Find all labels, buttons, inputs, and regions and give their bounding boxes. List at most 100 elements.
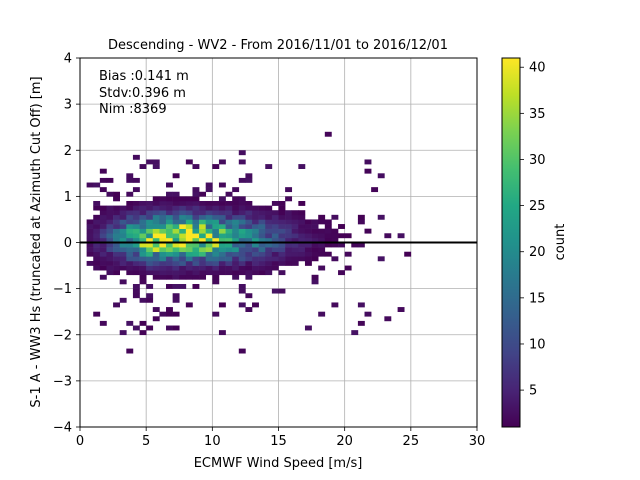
hist-cell xyxy=(185,270,193,276)
hist-cell xyxy=(132,256,140,262)
y-tick-label: 2 xyxy=(64,144,72,159)
hist-cell xyxy=(119,237,127,243)
hist-cell xyxy=(139,256,147,262)
hist-cell xyxy=(258,242,266,248)
hist-cell xyxy=(245,274,253,280)
hist-cell xyxy=(106,256,114,262)
hist-cell xyxy=(285,196,293,202)
hist-cell xyxy=(192,219,200,225)
hist-cell xyxy=(99,265,107,271)
hist-cell xyxy=(285,256,293,262)
hist-cell xyxy=(232,247,240,253)
hist-cell xyxy=(179,224,187,229)
hist-cell xyxy=(245,228,253,234)
hist-cell xyxy=(106,265,114,271)
hist-cell xyxy=(232,237,240,243)
hist-cell xyxy=(218,260,226,266)
hist-cell xyxy=(285,210,293,216)
hist-cell xyxy=(298,228,306,234)
hist-cell xyxy=(86,237,94,243)
hist-cell xyxy=(238,196,246,202)
x-tick-label: 30 xyxy=(469,434,486,449)
y-tick-label: 0 xyxy=(64,236,72,251)
hist-cell xyxy=(252,302,259,308)
hist-cell xyxy=(212,219,220,225)
hist-cell xyxy=(278,228,286,234)
hist-cell xyxy=(152,164,160,169)
hist-cell xyxy=(106,228,114,234)
hist-cell xyxy=(218,330,226,336)
hist-cell xyxy=(252,251,259,257)
hist-cell xyxy=(146,260,154,266)
hist-cell xyxy=(205,242,213,248)
hist-cell xyxy=(172,270,180,276)
hist-cell xyxy=(93,200,101,206)
hist-cell xyxy=(285,251,293,257)
hist-cell xyxy=(225,256,233,262)
hist-cell xyxy=(212,237,220,243)
hist-cell xyxy=(285,233,293,239)
hist-cell xyxy=(238,242,246,248)
hist-cell xyxy=(232,196,240,202)
hist-cell xyxy=(245,307,253,312)
hist-cell xyxy=(278,219,286,225)
hist-cell xyxy=(225,260,233,266)
hist-cell xyxy=(119,214,127,220)
y-tick-label: 1 xyxy=(64,190,72,205)
hist-cell xyxy=(205,219,213,225)
hist-cell xyxy=(311,251,319,257)
hist-cell xyxy=(238,237,246,243)
hist-cell xyxy=(225,200,233,206)
hist-cell xyxy=(119,256,127,262)
hist-cell xyxy=(371,187,379,193)
hist-cell xyxy=(139,200,147,206)
hist-cell xyxy=(212,224,220,229)
hist-cell xyxy=(119,224,127,229)
hist-cell xyxy=(113,214,120,220)
hist-cell xyxy=(245,200,253,206)
hist-cell xyxy=(152,219,160,225)
hist-cell xyxy=(324,237,332,243)
hist-cell xyxy=(139,205,147,211)
hist-cell xyxy=(212,210,220,216)
hist-cell xyxy=(126,320,134,326)
hist-cell xyxy=(172,251,180,257)
hist-cell xyxy=(291,228,299,234)
hist-cell xyxy=(172,284,180,289)
hist-cell xyxy=(232,274,240,280)
hist-cell xyxy=(192,247,200,253)
hist-cell xyxy=(218,233,226,239)
hist-cell xyxy=(152,260,160,266)
hist-cell xyxy=(245,233,253,239)
hist-cell xyxy=(126,177,134,183)
hist-cell xyxy=(304,256,312,262)
hist-cell xyxy=(278,200,286,206)
hist-cell xyxy=(205,214,213,220)
hist-cell xyxy=(159,210,167,216)
hist-cell xyxy=(185,237,193,243)
hist-cell xyxy=(238,251,246,257)
hist-cell xyxy=(192,214,200,220)
hist-cell xyxy=(159,265,167,271)
hist-cell xyxy=(238,200,246,206)
hist-cell xyxy=(324,251,332,257)
y-tick-label: −2 xyxy=(53,328,72,343)
hist-cell xyxy=(225,224,233,229)
hist-cell xyxy=(185,251,193,257)
hist-cell xyxy=(106,214,114,220)
hist-cell xyxy=(139,228,147,234)
hist-cell xyxy=(271,265,279,271)
hist-cell xyxy=(324,228,332,234)
hist-cell xyxy=(192,224,200,229)
hist-cell xyxy=(159,270,167,276)
hist-cell xyxy=(245,210,253,216)
hist-cell xyxy=(179,274,187,280)
hist-cell xyxy=(126,265,134,271)
hist-cell xyxy=(159,200,167,206)
hist-cell xyxy=(397,307,405,312)
hist-cell xyxy=(106,270,114,276)
hist-cell xyxy=(179,196,187,202)
hist-cell xyxy=(377,214,385,220)
hist-cell xyxy=(271,214,279,220)
hist-cell xyxy=(113,251,120,257)
